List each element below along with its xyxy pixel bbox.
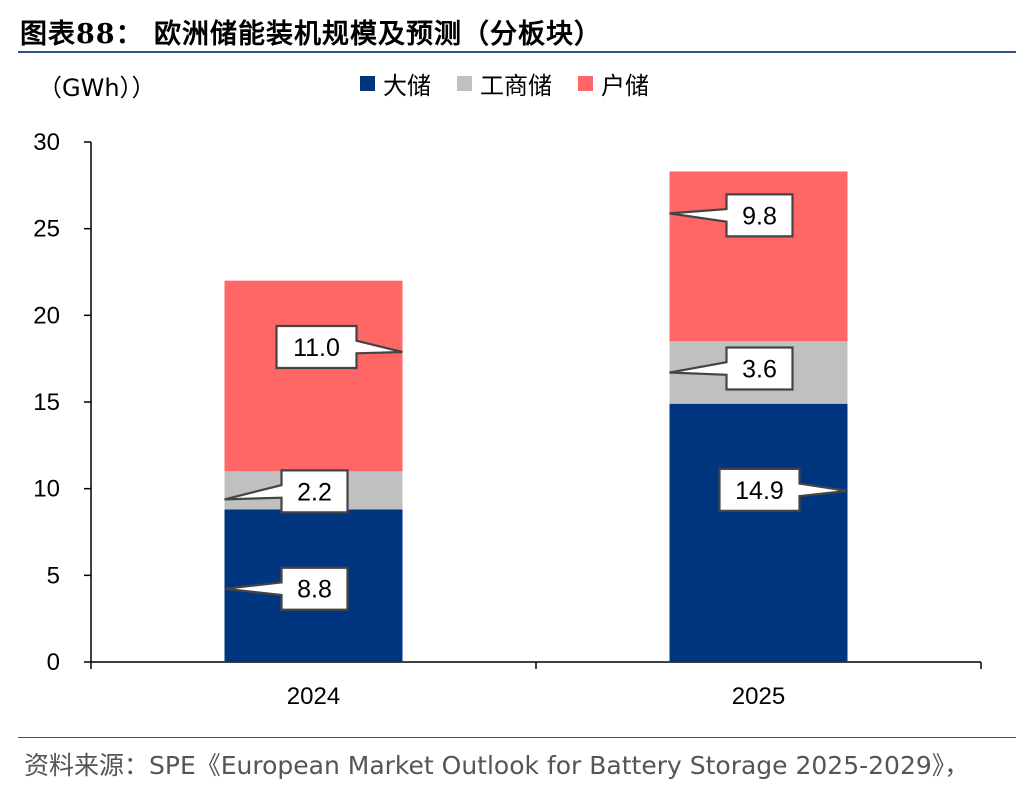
legend-swatch-utility	[360, 76, 375, 91]
legend-label-utility: 大储	[383, 72, 431, 100]
legend-label-commercial: 工商储	[480, 72, 552, 100]
data-label: 11.0	[293, 334, 340, 362]
source-rule	[18, 737, 1016, 738]
x-tick-label: 2025	[732, 683, 785, 710]
x-tick-label: 2024	[287, 683, 340, 710]
data-label: 14.9	[735, 477, 784, 505]
y-tick-label: 30	[33, 129, 60, 156]
legend: 大储 工商储 户储	[360, 66, 649, 101]
data-label: 2.2	[297, 478, 332, 506]
y-tick-label: 10	[33, 476, 60, 503]
y-tick-label: 25	[33, 216, 60, 243]
bar-segment	[669, 403, 848, 662]
legend-item-utility: 大储	[360, 66, 431, 101]
y-tick-label: 5	[47, 562, 60, 589]
legend-swatch-residential	[578, 76, 593, 91]
data-label-box	[669, 193, 794, 238]
title-rule	[18, 51, 1016, 53]
data-label-box	[275, 324, 403, 370]
data-label-box	[224, 469, 349, 514]
data-label: 8.8	[297, 576, 332, 604]
source-note: 资料来源：SPE《European Market Outlook for Bat…	[24, 751, 970, 780]
y-tick-label: 20	[33, 302, 60, 329]
data-label: 3.6	[742, 356, 777, 384]
y-tick-label: 15	[33, 389, 60, 416]
y-tick-label: 0	[47, 649, 60, 676]
legend-item-commercial: 工商储	[457, 66, 552, 101]
y-axis-unit: （GWh））	[38, 74, 156, 102]
chart-title: 图表88： 欧洲储能装机规模及预测（分板块）	[20, 19, 602, 50]
bar-segment	[224, 280, 403, 472]
callouts: 8.8 2.2 11.0 14.9 3.6 9.8	[224, 193, 848, 611]
legend-swatch-commercial	[457, 76, 472, 91]
legend-item-residential: 户储	[578, 66, 649, 101]
legend-label-residential: 户储	[601, 72, 649, 100]
data-label-box	[224, 566, 349, 611]
data-label: 9.8	[742, 202, 777, 230]
data-label-box	[718, 467, 848, 512]
data-label-box	[669, 346, 794, 391]
